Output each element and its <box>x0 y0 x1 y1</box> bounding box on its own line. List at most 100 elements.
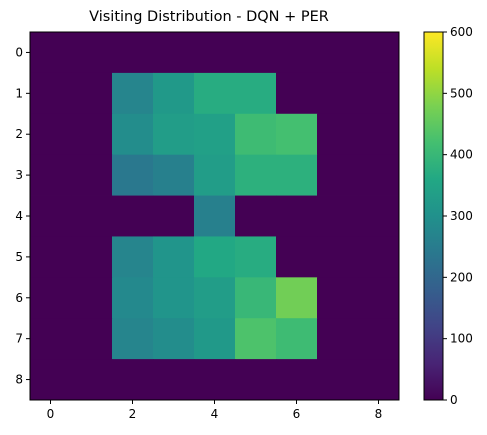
heatmap-cell-r5-c2 <box>112 236 154 278</box>
heatmap-cell-r2-c1 <box>71 113 113 156</box>
heatmap-cell-r3-c1 <box>71 154 113 196</box>
heatmap-cell-r7-c7 <box>317 318 359 360</box>
heatmap-cell-r4-c2 <box>112 195 154 237</box>
heatmap-cell-r6-c8 <box>358 277 400 319</box>
chart-title: Visiting Distribution - DQN + PER <box>89 9 329 25</box>
heatmap-cell-r5-c0 <box>30 236 72 278</box>
heatmap-cell-r4-c8 <box>358 195 400 237</box>
heatmap-cell-r0-c8 <box>358 32 400 74</box>
colorbar-tick-label: 200 <box>450 270 473 284</box>
heatmap-cell-r3-c0 <box>30 154 72 196</box>
heatmap-cell-r1-c0 <box>30 72 72 115</box>
heatmap-cell-r7-c4 <box>194 318 236 360</box>
heatmap-cell-r8-c7 <box>317 359 359 401</box>
heatmap-cell-r5-c5 <box>235 236 277 278</box>
heatmap-cell-r4-c1 <box>71 195 113 237</box>
x-tick-label: 0 <box>47 407 55 421</box>
heatmap-cell-r5-c3 <box>153 236 195 278</box>
heatmap-cell-r8-c2 <box>112 359 154 401</box>
heatmap-cell-r6-c6 <box>276 277 318 319</box>
y-tick-label: 6 <box>15 291 23 305</box>
heatmap-cell-r8-c1 <box>71 359 113 401</box>
heatmap-cell-r6-c1 <box>71 277 113 319</box>
heatmap-cell-r3-c8 <box>358 154 400 196</box>
heatmap-cell-r1-c6 <box>276 72 318 115</box>
heatmap-cell-r1-c8 <box>358 72 400 115</box>
heatmap-cell-r8-c5 <box>235 359 277 401</box>
heatmap-cell-r7-c3 <box>153 318 195 360</box>
colorbar-ticks: 0 100 200 300 400 500 600 <box>443 25 473 407</box>
heatmap-cell-r0-c7 <box>317 32 359 74</box>
heatmap-cell-r0-c4 <box>194 32 236 74</box>
heatmap-cell-r8-c4 <box>194 359 236 401</box>
heatmap-cells <box>30 32 400 401</box>
y-tick-label: 3 <box>15 168 23 182</box>
heatmap-cell-r7-c5 <box>235 318 277 360</box>
heatmap-cell-r8-c8 <box>358 359 400 401</box>
heatmap-cell-r3-c4 <box>194 154 236 196</box>
heatmap-cell-r2-c6 <box>276 113 318 156</box>
colorbar-tick-label: 0 <box>450 393 458 407</box>
heatmap-cell-r3-c3 <box>153 154 195 196</box>
y-tick-label: 4 <box>15 209 23 223</box>
heatmap-cell-r2-c8 <box>358 113 400 156</box>
heatmap-cell-r3-c2 <box>112 154 154 196</box>
heatmap-cell-r7-c0 <box>30 318 72 360</box>
heatmap-cell-r2-c2 <box>112 113 154 156</box>
y-tick-label: 2 <box>15 127 23 141</box>
heatmap-cell-r1-c5 <box>235 72 277 115</box>
heatmap-cell-r7-c1 <box>71 318 113 360</box>
y-tick-label: 5 <box>15 250 23 264</box>
heatmap-cell-r6-c3 <box>153 277 195 319</box>
x-tick-label: 8 <box>375 407 383 421</box>
heatmap-cell-r1-c2 <box>112 72 154 115</box>
heatmap-cell-r6-c2 <box>112 277 154 319</box>
heatmap-cell-r3-c6 <box>276 154 318 196</box>
heatmap-cell-r0-c1 <box>71 32 113 74</box>
heatmap-cell-r0-c3 <box>153 32 195 74</box>
colorbar-tick-label: 500 <box>450 86 473 100</box>
x-axis: 0 2 4 6 8 <box>47 400 383 421</box>
y-axis: 0 1 2 3 4 5 6 7 8 <box>15 45 30 387</box>
heatmap-cell-r4-c5 <box>235 195 277 237</box>
heatmap-cell-r1-c4 <box>194 72 236 115</box>
heatmap-cell-r2-c5 <box>235 113 277 156</box>
x-tick-label: 4 <box>211 407 219 421</box>
heatmap-cell-r2-c0 <box>30 113 72 156</box>
heatmap-cell-r4-c3 <box>153 195 195 237</box>
colorbar-tick-label: 100 <box>450 332 473 346</box>
y-tick-label: 0 <box>15 45 23 59</box>
heatmap-cell-r8-c0 <box>30 359 72 401</box>
x-tick-label: 2 <box>129 407 137 421</box>
colorbar-tick-label: 300 <box>450 209 473 223</box>
heatmap-cell-r5-c6 <box>276 236 318 278</box>
heatmap-cell-r4-c6 <box>276 195 318 237</box>
heatmap-cell-r7-c8 <box>358 318 400 360</box>
heatmap-cell-r6-c4 <box>194 277 236 319</box>
y-tick-label: 7 <box>15 332 23 346</box>
heatmap-cell-r5-c8 <box>358 236 400 278</box>
colorbar-tick-label: 600 <box>450 25 473 39</box>
heatmap-cell-r3-c7 <box>317 154 359 196</box>
y-tick-label: 8 <box>15 373 23 387</box>
y-tick-label: 1 <box>15 86 23 100</box>
heatmap-cell-r2-c7 <box>317 113 359 156</box>
heatmap-cell-r1-c7 <box>317 72 359 115</box>
heatmap-cell-r0-c0 <box>30 32 72 74</box>
heatmap-cell-r2-c3 <box>153 113 195 156</box>
x-tick-label: 6 <box>293 407 301 421</box>
heatmap-cell-r0-c5 <box>235 32 277 74</box>
heatmap-cell-r6-c0 <box>30 277 72 319</box>
heatmap-cell-r1-c3 <box>153 72 195 115</box>
heatmap-cell-r4-c0 <box>30 195 72 237</box>
heatmap-cell-r5-c1 <box>71 236 113 278</box>
heatmap-cell-r7-c2 <box>112 318 154 360</box>
heatmap-cell-r3-c5 <box>235 154 277 196</box>
heatmap-cell-r0-c6 <box>276 32 318 74</box>
heatmap-cell-r1-c1 <box>71 72 113 115</box>
heatmap-cell-r8-c3 <box>153 359 195 401</box>
heatmap-cell-r2-c4 <box>194 113 236 156</box>
heatmap-cell-r6-c7 <box>317 277 359 319</box>
heatmap-cell-r4-c7 <box>317 195 359 237</box>
